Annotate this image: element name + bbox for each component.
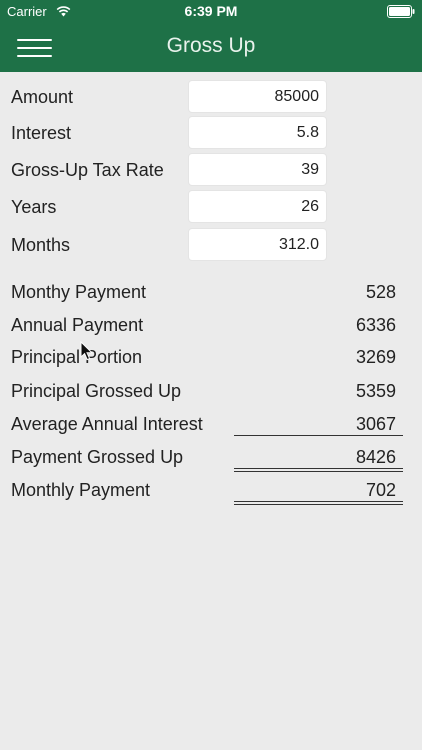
total-double-underline-bottom [234,471,403,472]
battery-icon [387,5,415,18]
result-label: Principal Grossed Up [11,381,182,401]
result-label: Monthly Payment [11,480,151,500]
amount-input[interactable] [188,80,327,113]
mouse-pointer-icon [80,341,94,361]
status-bar: Carrier 6:39 PM [0,0,422,24]
interest-input[interactable] [188,116,327,149]
total-double-underline-top [234,468,403,469]
carrier-label: Carrier [7,4,47,19]
result-value: 528 [365,282,396,302]
result-row-monthy-payment: Monthy Payment 528 [0,278,422,308]
amount-row: Amount [0,80,422,114]
result-label: Principal Portion [11,347,143,367]
app-header: Carrier 6:39 PM Gross Up [0,0,422,72]
result-row-average-annual-interest: Average Annual Interest 3067 [0,410,422,440]
result-label: Annual Payment [11,315,144,335]
result-value: 3067 [355,414,396,434]
months-input[interactable] [188,228,327,261]
result-label: Monthy Payment [11,282,147,302]
years-label: Years [11,197,57,217]
result-value: 702 [365,480,396,500]
result-row-monthly-payment: Monthly Payment 702 [0,476,422,506]
tax-rate-input[interactable] [188,153,327,186]
subtotal-underline [234,435,403,436]
result-row-annual-payment: Annual Payment 6336 [0,311,422,341]
amount-label: Amount [11,87,74,107]
tax-rate-label: Gross-Up Tax Rate [11,160,164,180]
page-title: Gross Up [166,34,256,57]
result-row-principal-grossed-up: Principal Grossed Up 5359 [0,377,422,407]
result-value: 8426 [355,447,396,467]
result-value: 6336 [355,315,396,335]
result-label: Average Annual Interest [11,414,203,434]
result-row-principal-portion: Principal Portion 3269 [0,343,422,373]
result-value: 5359 [355,381,396,401]
years-row: Years [0,190,422,224]
months-label: Months [11,235,71,255]
interest-row: Interest [0,116,422,150]
result-row-payment-grossed-up: Payment Grossed Up 8426 [0,443,422,473]
result-value: 3269 [355,347,396,367]
wifi-icon [56,6,71,17]
final-double-underline-bottom [234,504,403,505]
final-double-underline-top [234,501,403,502]
interest-label: Interest [11,123,72,143]
result-label: Payment Grossed Up [11,447,184,467]
hamburger-menu-icon[interactable] [17,38,52,58]
tax-rate-row: Gross-Up Tax Rate [0,153,422,187]
years-input[interactable] [188,190,327,223]
status-time: 6:39 PM [184,3,238,19]
months-row: Months [0,228,422,262]
